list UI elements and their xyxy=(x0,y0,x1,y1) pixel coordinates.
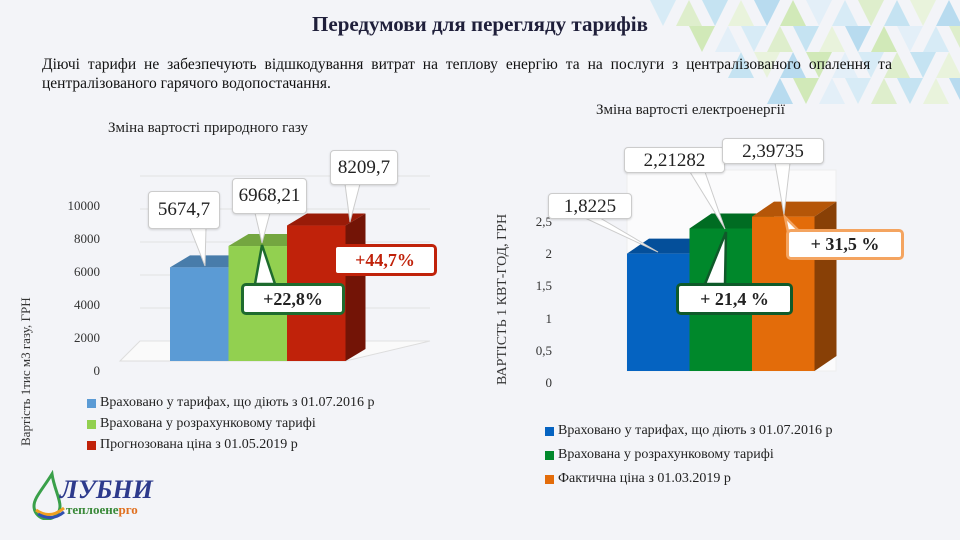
legend-label: Враховано у тарифах, що діють з 01.07.20… xyxy=(558,423,833,438)
deco-triangle xyxy=(650,0,676,26)
deco-triangle xyxy=(793,78,819,104)
deco-triangle xyxy=(858,0,884,26)
deco-triangle xyxy=(858,52,884,78)
gas-legend: Враховано у тарифах, що діють з 01.07.20… xyxy=(87,395,375,458)
deco-triangle xyxy=(832,0,858,26)
y-tick-label: 4000 xyxy=(74,297,100,312)
y-tick-label: 2000 xyxy=(74,330,100,345)
deco-triangle xyxy=(910,0,936,26)
y-tick-label: 1,5 xyxy=(535,278,552,294)
deco-triangle xyxy=(871,78,897,104)
deco-triangle xyxy=(949,78,960,100)
deco-triangle xyxy=(871,26,897,52)
legend-swatch xyxy=(87,398,96,408)
deco-triangle xyxy=(845,26,871,52)
electricity-chart-title: Зміна вартості електроенергії xyxy=(596,102,785,118)
deco-triangle xyxy=(832,52,858,78)
legend-item: Врахована у розрахунковому тарифі xyxy=(87,416,375,432)
el-label-1: 1,8225 xyxy=(548,193,632,219)
y-tick-label: 0,5 xyxy=(535,342,552,358)
y-tick-label: 0 xyxy=(545,375,553,390)
deco-triangle xyxy=(923,26,949,52)
el-increase-31-5: + 31,5 % xyxy=(786,229,904,260)
legend-item: Фактична ціна з 01.03.2019 р xyxy=(545,471,833,487)
gas-chart-title: Зміна вартості природного газу xyxy=(108,120,309,136)
gas-label-1: 5674,7 xyxy=(148,191,220,229)
deco-triangle xyxy=(702,0,728,26)
legend-label: Врахована у розрахунковому тарифі xyxy=(100,416,316,431)
bar-side xyxy=(814,201,837,371)
deco-triangle xyxy=(884,0,910,26)
page-title: Передумови для перегляду тарифів xyxy=(312,12,648,36)
deco-triangle xyxy=(845,78,871,104)
gas-label-2: 6968,21 xyxy=(232,178,307,214)
deco-triangle xyxy=(923,78,949,104)
bar-side xyxy=(345,213,366,361)
y-tick-label: 1 xyxy=(545,310,553,326)
deco-triangle xyxy=(715,26,741,52)
deco-triangle xyxy=(728,52,754,78)
y-tick-label: 2 xyxy=(545,246,553,262)
deco-triangle xyxy=(819,26,845,52)
legend-swatch xyxy=(545,450,554,460)
gas-increase-44-7: +44,7% xyxy=(333,244,437,276)
el-label-3: 2,39735 xyxy=(722,138,824,164)
legend-label: Враховано у тарифах, що діють з 01.07.20… xyxy=(100,395,375,410)
gas-label-3: 8209,7 xyxy=(330,150,398,185)
deco-triangle xyxy=(767,78,793,104)
deco-triangle xyxy=(884,52,910,78)
legend-item: Прогнозована ціна з 01.05.2019 р xyxy=(87,437,375,453)
deco-triangle xyxy=(741,26,767,52)
deco-triangle xyxy=(897,26,923,52)
bar-top xyxy=(752,201,837,217)
el-label-2: 2,21282 xyxy=(624,147,725,173)
deco-triangle xyxy=(819,78,845,104)
electricity-legend: Враховано у тарифах, що діють з 01.07.20… xyxy=(545,423,833,495)
y-tick-label: 8000 xyxy=(74,231,100,246)
legend-swatch xyxy=(545,426,554,436)
legend-label: Фактична ціна з 01.03.2019 р xyxy=(558,471,731,486)
el-increase-21-4: + 21,4 % xyxy=(676,283,793,315)
svg-text:ЛУБНИ: ЛУБНИ xyxy=(59,475,154,504)
deco-triangle xyxy=(754,52,780,78)
deco-triangle xyxy=(767,26,793,52)
legend-item: Враховано у тарифах, що діють з 01.07.20… xyxy=(87,395,375,411)
deco-triangle xyxy=(949,26,960,48)
deco-triangle xyxy=(910,52,936,78)
legend-swatch xyxy=(87,419,96,429)
company-logo: ЛУБНИ теплоенерго xyxy=(30,469,160,521)
gas-y-axis-label: Вартість 1тис м3 газу, ГРН xyxy=(18,297,33,446)
bar-top xyxy=(287,213,366,226)
legend-label: Прогнозована ціна з 01.05.2019 р xyxy=(100,437,298,452)
deco-triangle xyxy=(780,52,806,78)
legend-swatch xyxy=(545,474,554,484)
deco-triangle xyxy=(793,26,819,52)
deco-triangle xyxy=(728,0,754,26)
y-tick-label: 6000 xyxy=(74,264,100,279)
legend-item: Враховано у тарифах, що діють з 01.07.20… xyxy=(545,423,833,439)
deco-triangle xyxy=(936,0,960,26)
deco-triangle xyxy=(806,52,832,78)
gas-increase-22-8: +22,8% xyxy=(241,283,345,315)
deco-triangle xyxy=(806,0,832,26)
deco-triangle xyxy=(754,0,780,26)
y-tick-label: 10000 xyxy=(67,198,101,213)
deco-triangle xyxy=(936,52,960,78)
legend-item: Врахована у розрахунковому тарифі xyxy=(545,447,833,463)
subtitle-text: Діючі тарифи не забезпечують відшкодуван… xyxy=(42,56,892,92)
legend-swatch xyxy=(87,440,96,450)
bar-1 xyxy=(170,267,229,361)
y-tick-label: 0 xyxy=(93,363,101,378)
deco-triangle xyxy=(897,78,923,104)
deco-triangle xyxy=(676,0,702,26)
svg-text:теплоенерго: теплоенерго xyxy=(66,502,138,517)
deco-triangle xyxy=(689,26,715,52)
deco-triangle xyxy=(780,0,806,26)
y-tick-label: 2,5 xyxy=(535,214,552,229)
electricity-y-axis-label: ВАРТІСТЬ 1 КВТ-ГОД, ГРН xyxy=(495,213,510,385)
legend-label: Врахована у розрахунковому тарифі xyxy=(558,447,774,462)
